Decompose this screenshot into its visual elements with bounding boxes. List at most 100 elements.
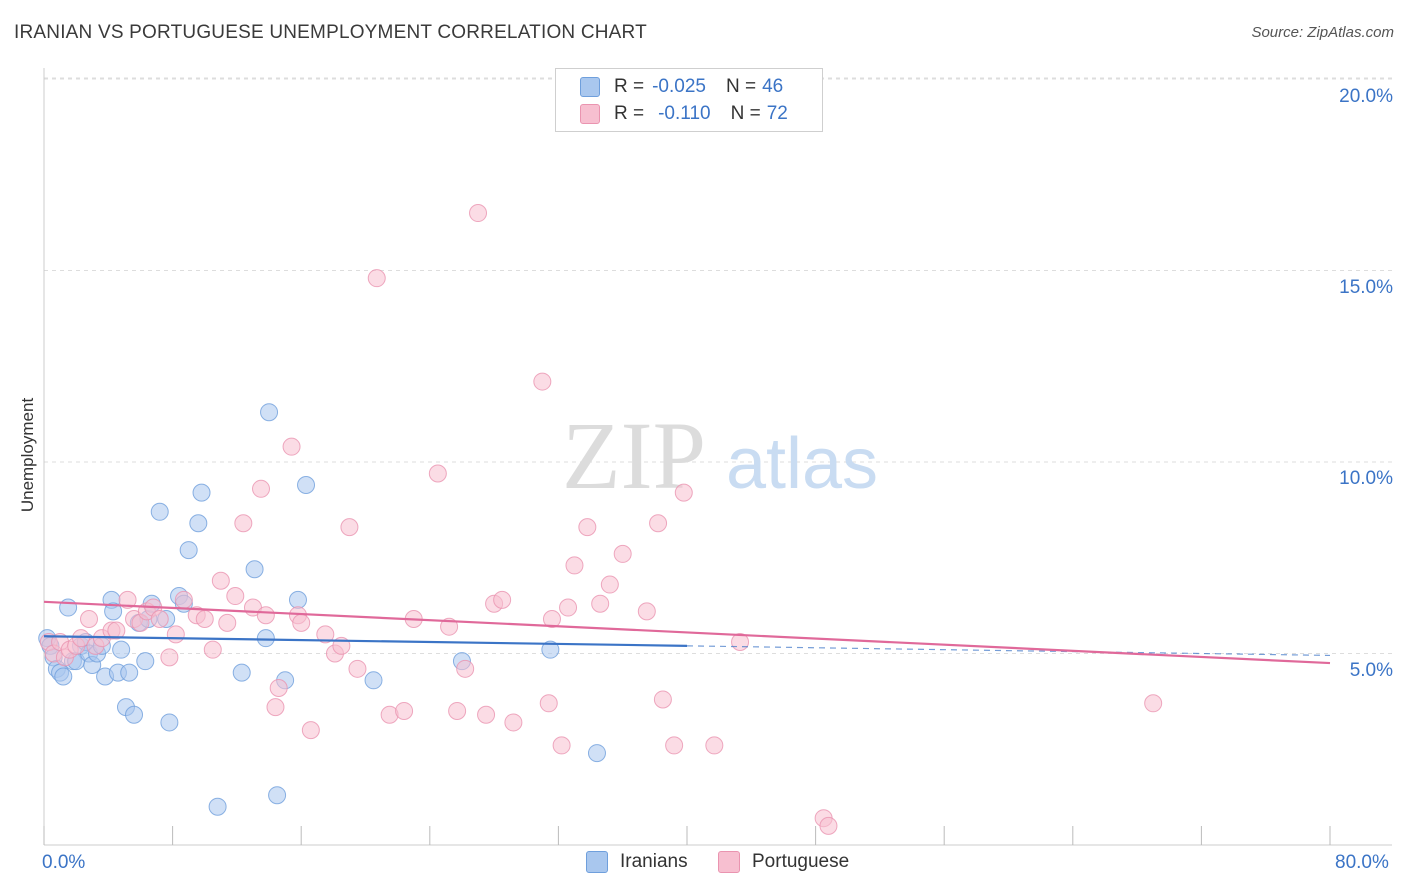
- trend-line-portuguese: [43, 600, 1331, 665]
- data-points: [38, 204, 1163, 835]
- trend-line-iranians-extrapolated: [686, 645, 1331, 657]
- watermark: ZIP atlas: [562, 402, 878, 509]
- source-credit: Source: ZipAtlas.com: [1251, 24, 1394, 41]
- point-portuguese: [448, 701, 467, 720]
- point-portuguese: [107, 621, 126, 640]
- point-portuguese: [674, 483, 693, 502]
- point-iranians: [245, 560, 264, 579]
- point-iranians: [541, 640, 560, 659]
- point-portuguese: [705, 736, 724, 755]
- label-portuguese: Portuguese: [752, 851, 850, 872]
- y-tick-15: 15.0%: [1339, 277, 1393, 298]
- y-axis-title: Unemployment: [18, 397, 37, 513]
- point-portuguese: [316, 625, 335, 644]
- point-portuguese: [469, 204, 488, 223]
- legend-swatch-iranians: [580, 77, 600, 97]
- point-portuguese: [195, 610, 214, 629]
- point-portuguese: [160, 648, 179, 667]
- point-portuguese: [282, 437, 301, 456]
- point-portuguese: [269, 678, 288, 697]
- legend-row-iranians: R = -0.025 N = 46: [580, 75, 789, 99]
- point-iranians: [208, 797, 227, 816]
- point-portuguese: [234, 514, 253, 533]
- point-portuguese: [395, 701, 414, 720]
- legend-r-label: R =: [614, 76, 645, 97]
- point-portuguese: [211, 571, 230, 590]
- series-legend: Iranians Portuguese: [0, 851, 1406, 877]
- point-portuguese: [266, 698, 285, 717]
- point-portuguese: [539, 694, 558, 713]
- point-iranians: [364, 671, 383, 690]
- point-portuguese: [559, 598, 578, 617]
- x-tick-min: 0.0%: [42, 852, 86, 873]
- point-portuguese: [1144, 694, 1163, 713]
- legend-item-iranians[interactable]: Iranians: [586, 851, 688, 873]
- point-iranians: [189, 514, 208, 533]
- point-portuguese: [504, 713, 523, 732]
- point-iranians: [160, 713, 179, 732]
- point-iranians: [268, 786, 287, 805]
- legend-r-label: R =: [614, 103, 645, 124]
- point-portuguese: [203, 640, 222, 659]
- point-portuguese: [591, 594, 610, 613]
- chart-title: IRANIAN VS PORTUGUESE UNEMPLOYMENT CORRE…: [14, 22, 647, 43]
- point-portuguese: [440, 617, 459, 636]
- point-iranians: [136, 652, 155, 671]
- watermark-atlas: atlas: [726, 424, 878, 504]
- point-portuguese: [600, 575, 619, 594]
- legend-n-label: N =: [730, 103, 761, 124]
- point-portuguese: [665, 736, 684, 755]
- point-iranians: [587, 744, 606, 763]
- legend-row-portuguese: R = -0.110 N = 72: [580, 102, 794, 126]
- point-portuguese: [71, 629, 90, 648]
- point-portuguese: [542, 610, 561, 629]
- point-portuguese: [301, 721, 320, 740]
- point-portuguese: [367, 269, 386, 288]
- point-portuguese: [348, 659, 367, 678]
- legend-r-value: -0.025: [652, 76, 706, 97]
- point-iranians: [288, 590, 307, 609]
- point-iranians: [125, 705, 144, 724]
- point-portuguese: [340, 518, 359, 537]
- point-portuguese: [477, 705, 496, 724]
- point-iranians: [54, 667, 73, 686]
- point-iranians: [256, 629, 275, 648]
- legend-n-value: 46: [762, 76, 784, 97]
- point-portuguese: [533, 372, 552, 391]
- point-portuguese: [150, 610, 169, 629]
- y-tick-20: 20.0%: [1339, 86, 1393, 107]
- correlation-legend: R = -0.025 N = 46 R = -0.110 N = 72: [555, 68, 823, 132]
- trend-line-iranians: [43, 635, 688, 647]
- legend-swatch-portuguese: [580, 104, 600, 124]
- point-portuguese: [428, 464, 447, 483]
- point-portuguese: [649, 514, 668, 533]
- trend-lines: [43, 600, 1331, 665]
- point-iranians: [104, 602, 123, 621]
- legend-n-label: N =: [725, 76, 757, 97]
- point-portuguese: [552, 736, 571, 755]
- legend-item-portuguese[interactable]: Portuguese: [718, 851, 849, 873]
- swatch-iranians: [586, 851, 608, 873]
- y-tick-5: 5.0%: [1349, 660, 1393, 681]
- point-iranians: [260, 403, 279, 422]
- point-portuguese: [819, 816, 838, 835]
- point-iranians: [112, 640, 131, 659]
- point-portuguese: [456, 659, 475, 678]
- x-tick-max: 80.0%: [1335, 852, 1389, 873]
- legend-r-value: -0.110: [658, 103, 711, 124]
- point-portuguese: [578, 518, 597, 537]
- label-iranians: Iranians: [620, 851, 688, 872]
- axes: [43, 68, 1392, 846]
- swatch-portuguese: [718, 851, 740, 873]
- point-portuguese: [118, 590, 137, 609]
- point-portuguese: [166, 625, 185, 644]
- point-portuguese: [613, 544, 632, 563]
- point-iranians: [297, 475, 316, 494]
- point-portuguese: [252, 479, 271, 498]
- point-portuguese: [256, 606, 275, 625]
- point-iranians: [120, 663, 139, 682]
- point-portuguese: [637, 602, 656, 621]
- point-portuguese: [218, 613, 237, 632]
- point-portuguese: [493, 590, 512, 609]
